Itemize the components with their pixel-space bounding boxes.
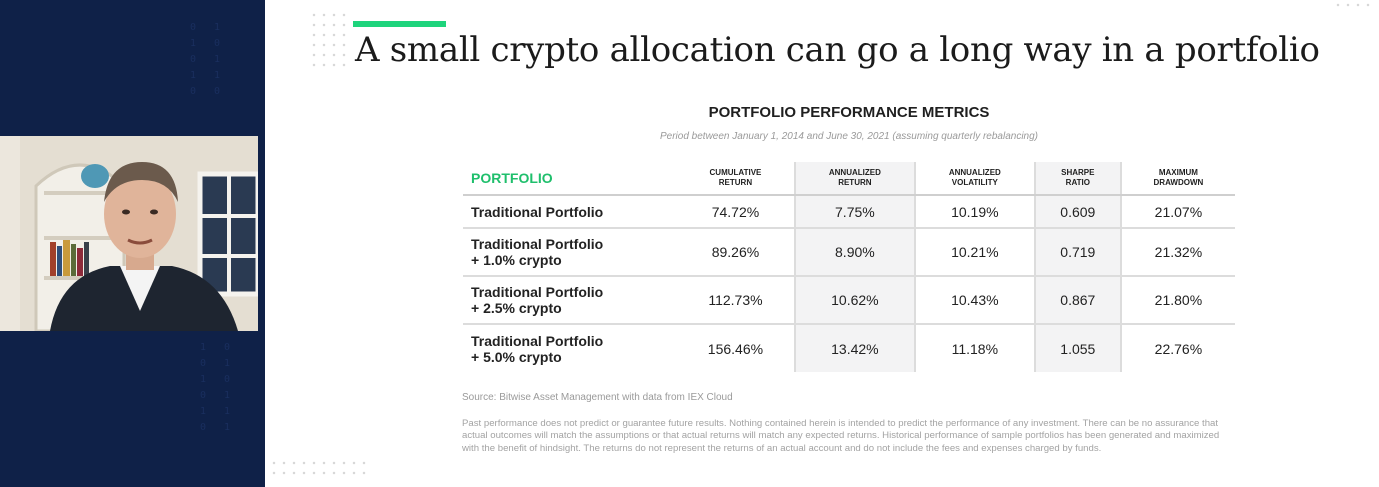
annualized-volatility-cell: 11.18%: [913, 324, 1035, 372]
header-line: CUMULATIVE: [709, 168, 762, 177]
portfolio-name-line: Traditional Portfolio: [471, 203, 604, 220]
sharpe-ratio-cell: 0.719: [1033, 228, 1121, 277]
header-line: MAXIMUM: [1158, 168, 1198, 177]
row-portfolio-name: Traditional Portfolio + 5.0% crypto: [463, 324, 677, 372]
cumulative-return-cell: 156.46%: [707, 340, 764, 357]
row-portfolio-name: Traditional Portfolio + 2.5% crypto: [463, 276, 677, 325]
annualized-return-cell: 10.62%: [793, 276, 915, 325]
cumulative-return-cell: 74.72%: [677, 195, 795, 229]
slide-title: A small crypto allocation can go a long …: [355, 30, 1320, 70]
decorative-dots-bottom: [269, 458, 369, 478]
cumulative-return-cell: 89.26%: [677, 228, 795, 277]
header-line: DRAWDOWN: [1153, 178, 1204, 187]
header-line: RETURN: [838, 178, 872, 187]
header-line: ANNUALIZED: [828, 168, 881, 177]
maximum-drawdown-cell: 21.32%: [1119, 228, 1235, 277]
presenter-video-icon: [0, 136, 258, 331]
annualized-volatility-cell: 10.21%: [913, 228, 1035, 277]
sharpe-ratio-cell: 0.867: [1033, 276, 1121, 325]
portfolio-name-line: + 2.5% crypto: [471, 300, 562, 316]
header-line: ANNUALIZED: [948, 168, 1001, 177]
table-row: Traditional Portfolio + 2.5% crypto 112.…: [463, 276, 1235, 325]
title-accent-bar: [353, 21, 446, 27]
annualized-volatility-cell: 10.19%: [913, 195, 1035, 229]
table-row: Traditional Portfolio + 5.0% crypto 156.…: [463, 324, 1235, 372]
portfolio-name-line: Traditional Portfolio: [471, 236, 604, 252]
maximum-drawdown-cell: 21.80%: [1119, 276, 1235, 325]
presenter-video: [0, 136, 258, 331]
table-row: Traditional Portfolio 74.72% 7.75% 10.19…: [463, 195, 1235, 229]
annualized-return-cell: 7.75%: [793, 195, 915, 229]
portfolio-name-line: Traditional Portfolio: [471, 332, 604, 349]
row-portfolio-name: Traditional Portfolio: [463, 195, 677, 229]
sharpe-ratio-cell: 1.055: [1033, 324, 1121, 372]
annualized-volatility-header: ANNUALIZED VOLATILITY: [913, 162, 1035, 196]
source-note: Source: Bitwise Asset Management with da…: [462, 392, 733, 403]
table-subtitle: Period between January 1, 2014 and June …: [659, 131, 1039, 142]
portfolio-column-header: PORTFOLIO: [463, 162, 677, 196]
cumulative-return-header: CUMULATIVE RETURN: [677, 162, 795, 196]
decorative-dots-top-right: [1333, 0, 1373, 10]
maximum-drawdown-cell: 21.07%: [1119, 195, 1235, 229]
row-portfolio-name: Traditional Portfolio + 1.0% crypto: [463, 228, 677, 277]
table-title: PORTFOLIO PERFORMANCE METRICS: [708, 104, 990, 121]
maximum-drawdown-cell: 22.76%: [1119, 324, 1235, 372]
portfolio-header-label: PORTFOLIO: [471, 170, 553, 186]
portfolio-name-line: + 5.0% crypto: [471, 348, 562, 365]
table-row: Traditional Portfolio + 1.0% crypto 89.2…: [463, 228, 1235, 277]
presentation-slide: A small crypto allocation can go a long …: [265, 0, 1379, 487]
annualized-return-cell: 13.42%: [793, 324, 915, 372]
decorative-dots: [309, 10, 349, 70]
annualized-volatility-cell: 10.43%: [913, 276, 1035, 325]
maximum-drawdown-header: MAXIMUM DRAWDOWN: [1119, 162, 1235, 196]
header-line: VOLATILITY: [951, 178, 998, 187]
header-line: RATIO: [1065, 178, 1090, 187]
sharpe-ratio-header: SHARPE RATIO: [1033, 162, 1121, 196]
header-line: SHARPE: [1061, 168, 1095, 177]
portfolio-name-line: + 1.0% crypto: [471, 252, 562, 268]
portfolio-name-line: Traditional Portfolio: [471, 284, 604, 300]
annualized-return-header: ANNUALIZED RETURN: [793, 162, 915, 196]
table-header-row: PORTFOLIO CUMULATIVE RETURN ANNUALIZED R…: [463, 162, 1235, 196]
portfolio-metrics-table: PORTFOLIO CUMULATIVE RETURN ANNUALIZED R…: [463, 162, 1235, 372]
header-line: RETURN: [718, 178, 753, 187]
annualized-return-cell: 8.90%: [793, 228, 915, 277]
cumulative-return-cell: 112.73%: [677, 276, 795, 325]
disclaimer-text: Past performance does not predict or gua…: [462, 418, 1220, 454]
sharpe-ratio-cell: 0.609: [1033, 195, 1121, 229]
